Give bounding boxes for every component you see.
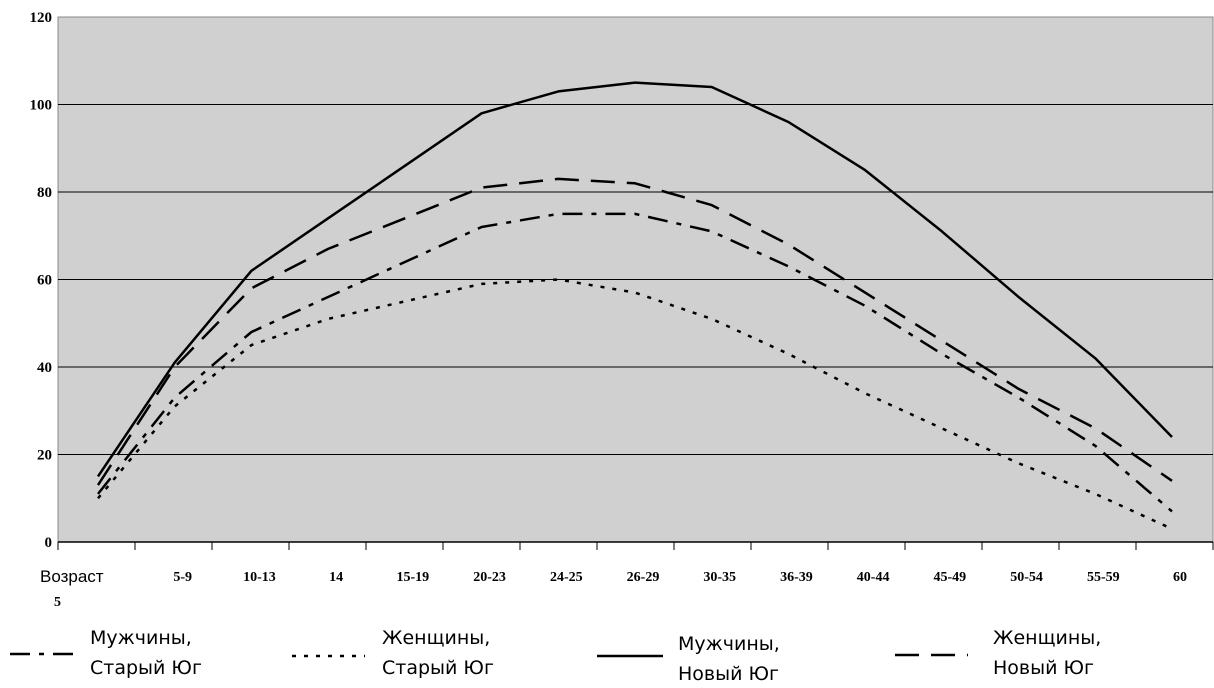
- legend-label-line1: Женщины,: [382, 627, 490, 649]
- y-axis-ticks: 0 20 40 60 80 100 120: [30, 10, 53, 551]
- legend-label-line2: Новый Юг: [678, 663, 779, 685]
- series-lines: [96, 81, 1173, 531]
- x-tick-label: 10-13: [243, 570, 276, 585]
- legend-label-line1: Мужчины,: [678, 633, 780, 655]
- y-tick-label: 0: [45, 535, 53, 551]
- gridlines: [58, 104, 1213, 543]
- x-tick-label: 5-9: [173, 570, 192, 585]
- y-tick-label: 120: [30, 10, 53, 26]
- x-tick-label: 15-19: [397, 570, 430, 585]
- legend-label-line2: Старый Юг: [90, 657, 202, 679]
- x-tick-label: 14: [329, 570, 343, 585]
- y-tick-label: 40: [37, 360, 52, 376]
- series-line-0: [97, 212, 1173, 513]
- legend-entry-women-old-south: Женщины, Старый Юг: [292, 627, 494, 679]
- y-tick-label: 20: [37, 448, 52, 464]
- x-tick-label: 45-49: [934, 570, 967, 585]
- x-tick-label: 55-59: [1087, 570, 1120, 585]
- x-tick-label: 26-29: [627, 570, 660, 585]
- y-tick-label: 100: [30, 98, 53, 114]
- x-tick-label: 50-54: [1010, 570, 1043, 585]
- x-tick-label: 20-23: [473, 570, 506, 585]
- x-tick-label-continuation: 5: [54, 595, 61, 610]
- legend-label-line2: Новый Юг: [993, 657, 1094, 679]
- x-tick-label: 40-44: [857, 570, 890, 585]
- legend-label-line2: Старый Юг: [382, 657, 494, 679]
- x-axis-ticks: Возраст 5 5-9 10-13 14 15-19 20-23 24-25 26-29 30…: [40, 542, 1214, 610]
- x-tick-label: Возраст: [40, 567, 104, 586]
- legend-label-line1: Женщины,: [993, 627, 1101, 649]
- legend-entry-men-old-south: Мужчины, Старый Юг: [10, 627, 202, 679]
- legend-entry-women-new-south: Женщины, Новый Юг: [895, 627, 1101, 679]
- series-line-3: [96, 177, 1173, 486]
- x-tick-label: 30-35: [703, 570, 736, 585]
- legend: Мужчины, Старый Юг Женщины, Старый Юг Му…: [10, 627, 1101, 685]
- x-tick-label: 36-39: [780, 570, 813, 585]
- legend-label-line1: Мужчины,: [90, 627, 192, 649]
- legend-entry-men-new-south: Мужчины, Новый Юг: [597, 633, 780, 685]
- series-line-2: [96, 81, 1173, 478]
- y-tick-label: 80: [37, 185, 52, 201]
- y-tick-label: 60: [37, 273, 52, 289]
- x-tick-label: 24-25: [550, 570, 583, 585]
- x-tick-label: 60: [1173, 570, 1187, 585]
